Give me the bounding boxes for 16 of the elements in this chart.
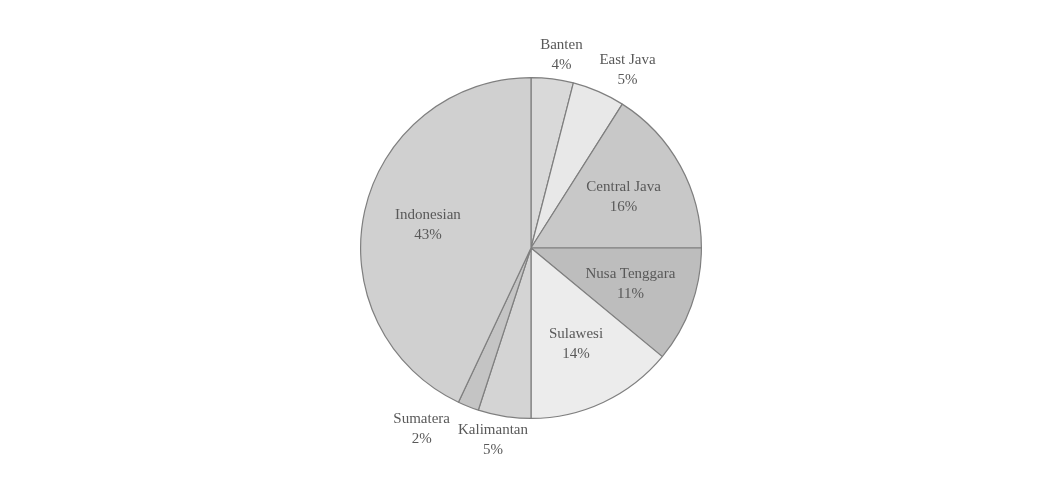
data-label: 5% — [617, 70, 638, 87]
slice-label: Kalimantan — [457, 420, 529, 437]
slice-label: Sulawesi — [548, 324, 604, 341]
slice-label: Central Java — [586, 178, 662, 195]
data-label: 2% — [411, 429, 432, 446]
slice-label: Sumatera — [393, 409, 451, 426]
slice-label: East Java — [599, 50, 656, 67]
data-label: 5% — [482, 440, 503, 457]
data-label: 14% — [562, 344, 590, 361]
data-label: 16% — [609, 198, 638, 215]
slice-label: Nusa Tenggara — [585, 264, 676, 281]
data-label: 4% — [551, 56, 572, 73]
data-label: 11% — [616, 284, 644, 301]
data-label: 43% — [414, 225, 442, 242]
slice-label: Banten — [540, 36, 584, 53]
slice-label: Indonesian — [394, 205, 462, 222]
